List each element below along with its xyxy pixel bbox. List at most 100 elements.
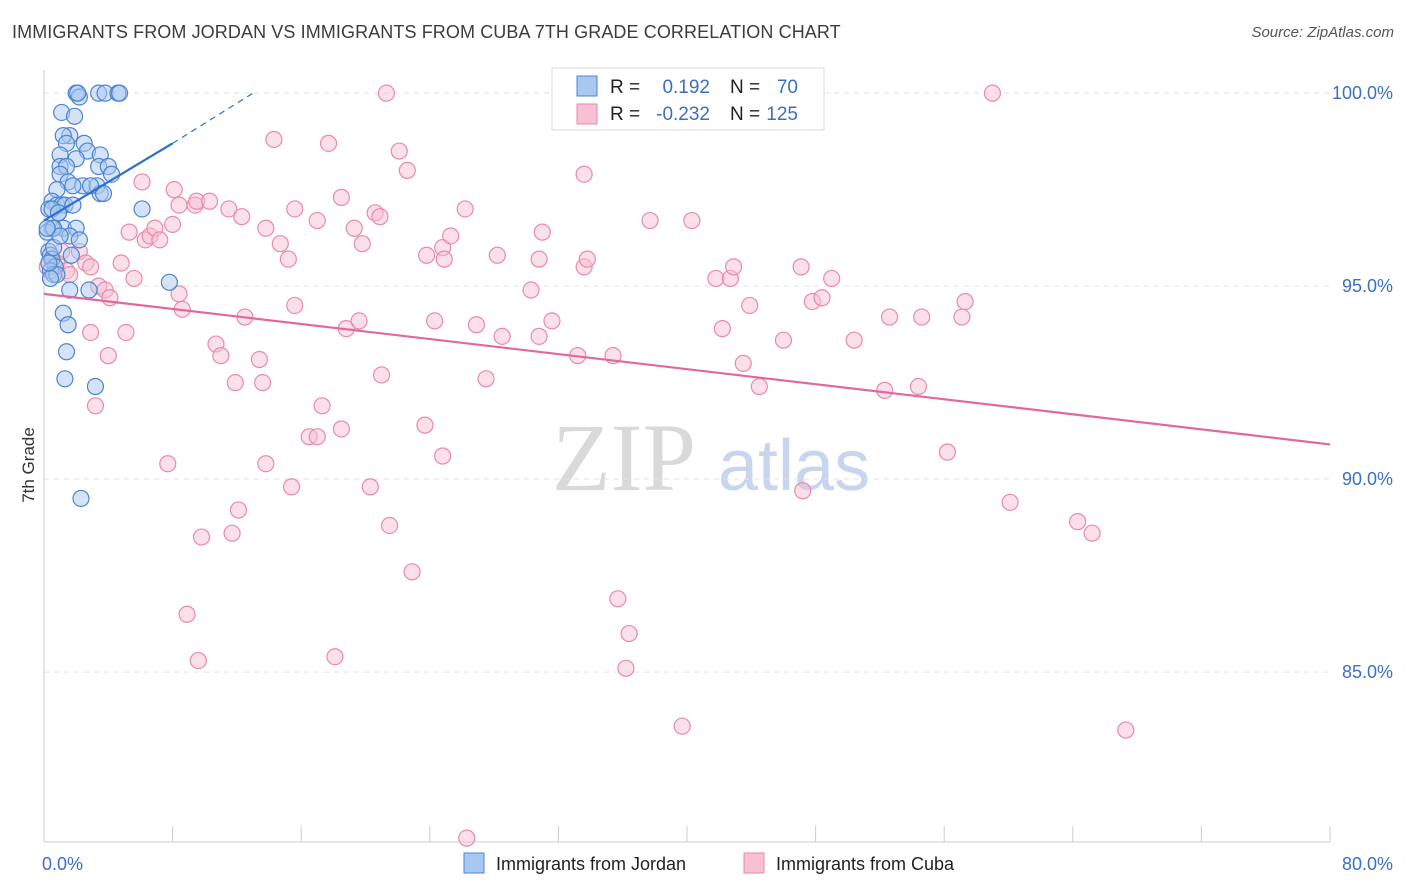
watermark: ZIP atlas: [552, 404, 870, 511]
legend-n-label: N =: [730, 77, 760, 98]
cuba-point: [434, 447, 452, 465]
cuba-point: [673, 717, 691, 735]
legend-swatch-jordan: [463, 852, 485, 874]
cuba-point: [707, 269, 725, 288]
cuba-point: [543, 312, 561, 330]
y-tick-label: 85.0%: [1342, 662, 1393, 682]
cuba-point: [223, 524, 241, 542]
jordan-point: [110, 84, 129, 102]
jordan-point: [62, 246, 80, 264]
cuba-point: [265, 130, 283, 149]
cuba-point: [165, 181, 183, 199]
cuba-point: [750, 377, 768, 396]
chart-title: IMMIGRANTS FROM JORDAN VS IMMIGRANTS FRO…: [12, 22, 841, 42]
jordan-point: [72, 489, 90, 508]
cuba-point: [823, 269, 841, 288]
legend-n-label: N =: [730, 104, 760, 125]
cuba-point: [332, 188, 350, 206]
legend-n-value-cuba: 125: [766, 104, 798, 125]
cuba-point: [212, 347, 230, 365]
cuba-point: [442, 227, 460, 245]
jordan-point: [64, 177, 82, 195]
cuba-point: [813, 289, 831, 307]
cuba-point: [319, 134, 338, 152]
x-tick-labels: 0.0% 80.0%: [42, 854, 1393, 874]
cuba-point: [233, 208, 251, 226]
jordan-point: [160, 273, 178, 291]
cuba-point: [426, 312, 444, 330]
cuba-point: [112, 254, 130, 272]
cuba-point: [1083, 524, 1101, 542]
jordan-point: [51, 227, 69, 245]
cuba-point: [909, 377, 928, 396]
cuba-point: [345, 219, 363, 237]
cuba-point: [151, 231, 169, 249]
cuba-point: [530, 250, 548, 268]
jordan-point: [38, 219, 56, 237]
cuba-point: [82, 258, 100, 276]
cuba-point: [200, 192, 219, 210]
cuba-point: [82, 323, 100, 342]
cuba-point: [1069, 513, 1087, 531]
cuba-point: [983, 84, 1002, 102]
cuba-point: [229, 501, 248, 519]
jordan-point: [59, 316, 77, 334]
cuba-point: [477, 370, 495, 388]
cuba-point: [120, 223, 138, 241]
cuba-point: [458, 829, 476, 847]
cuba-point: [390, 142, 408, 160]
cuba-point: [1001, 493, 1019, 511]
cuba-point: [254, 374, 272, 392]
cuba-point: [403, 563, 421, 581]
series-legend: Immigrants from Jordan Immigrants from C…: [463, 852, 955, 874]
cuba-point: [845, 331, 863, 349]
trend-lines: [43, 92, 1331, 446]
cuba-point: [133, 173, 151, 191]
y-tick-label: 90.0%: [1342, 469, 1393, 489]
legend-r-label: R =: [610, 77, 640, 98]
cuba-point: [522, 281, 540, 299]
cuba-point: [286, 200, 304, 218]
jordan-point: [80, 281, 98, 299]
cuba-point: [774, 331, 793, 349]
cuba-point: [159, 455, 177, 473]
cuba-point: [282, 478, 301, 496]
trend-line-jordan-extension: [172, 92, 254, 144]
legend-label-cuba: Immigrants from Cuba: [776, 854, 955, 874]
cuba-point: [493, 327, 511, 345]
cuba-point: [488, 246, 506, 264]
cuba-point: [326, 648, 344, 666]
stats-legend: R = 0.192 N = 70 R = -0.232 N = 125: [551, 67, 825, 131]
jordan-point: [40, 254, 58, 272]
trend-line-jordan: [43, 142, 174, 222]
legend-r-value-cuba: -0.232: [656, 104, 710, 125]
cuba-point: [350, 312, 368, 330]
legend-n-value-jordan: 70: [777, 77, 798, 98]
cuba-point: [456, 200, 474, 218]
cuba-point: [308, 428, 326, 446]
legend-swatch-jordan: [576, 75, 598, 97]
cuba-point: [725, 258, 743, 276]
cuba-point: [257, 219, 275, 237]
cuba-point: [377, 84, 395, 102]
cuba-point: [609, 590, 627, 608]
jordan-point: [69, 84, 87, 102]
legend-swatch-cuba: [576, 103, 598, 125]
cuba-point: [99, 347, 117, 365]
cuba-point: [170, 196, 188, 214]
cuba-point: [794, 482, 812, 500]
cuba-point: [876, 381, 894, 399]
cuba-point: [371, 208, 389, 226]
cuba-point: [792, 258, 810, 276]
cuba-point: [1117, 721, 1135, 739]
y-axis-title: 7th Grade: [19, 427, 38, 503]
cuba-point: [617, 659, 635, 677]
cuba-point: [117, 323, 135, 342]
cuba-point: [956, 293, 974, 311]
cuba-point: [178, 605, 196, 623]
cuba-point: [125, 269, 143, 288]
trend-line-cuba: [43, 292, 1331, 446]
cuba-point: [279, 250, 297, 268]
cuba-point: [372, 366, 391, 384]
cuba-point: [575, 165, 593, 183]
